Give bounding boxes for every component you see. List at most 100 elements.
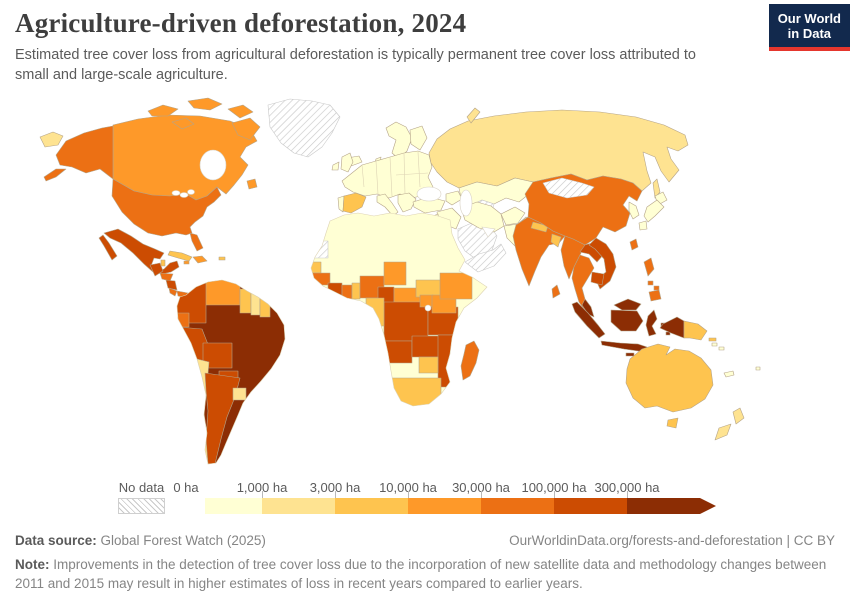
legend-bin-1[interactable] <box>262 498 335 514</box>
country-suriname[interactable] <box>250 292 261 316</box>
nz-south-island[interactable] <box>714 423 732 441</box>
country-mongolia[interactable] <box>542 177 595 199</box>
malaysia-peninsula[interactable] <box>581 298 595 318</box>
country-costa-rica[interactable] <box>168 287 178 297</box>
philippines-visayas[interactable] <box>653 285 660 291</box>
australia-tasmania[interactable] <box>666 417 679 429</box>
country-sierra-leone[interactable] <box>309 284 320 294</box>
owid-url-link[interactable]: OurWorldinData.org/forests-and-deforesta… <box>509 533 783 548</box>
country-zimbabwe[interactable] <box>418 356 439 374</box>
country-solomon-islands[interactable] <box>718 346 725 351</box>
legend-bin-2[interactable] <box>335 498 408 514</box>
territory-french-guiana[interactable] <box>259 296 271 318</box>
arctic-island[interactable] <box>227 104 254 119</box>
region-central-europe[interactable] <box>341 150 434 199</box>
country-cuba[interactable] <box>167 250 193 262</box>
country-chad[interactable] <box>383 261 407 286</box>
island-hispaniola[interactable] <box>192 255 208 264</box>
country-italy[interactable] <box>376 193 399 217</box>
data-source-value: Global Forest Watch (2025) <box>96 533 266 548</box>
country-japan[interactable] <box>638 191 668 231</box>
country-madagascar[interactable] <box>460 340 480 381</box>
note-text: Improvements in the detection of tree co… <box>15 557 827 592</box>
florida[interactable] <box>189 232 204 252</box>
indonesia-sulawesi[interactable] <box>645 309 658 337</box>
country-cambodia[interactable] <box>590 271 605 286</box>
country-afghanistan[interactable] <box>500 206 526 226</box>
country-zambia[interactable] <box>411 335 441 358</box>
legend-bin-6[interactable] <box>627 498 700 514</box>
region-togo-benin[interactable] <box>351 282 361 300</box>
country-belize[interactable] <box>160 259 166 267</box>
country-spain[interactable] <box>342 192 367 214</box>
baffin-island[interactable] <box>231 117 261 141</box>
country-mexico[interactable] <box>103 228 180 275</box>
country-vietnam[interactable] <box>588 237 617 290</box>
country-puerto-rico[interactable] <box>218 256 226 261</box>
japan-kyushu[interactable] <box>638 220 648 231</box>
arctic-island[interactable] <box>147 104 179 117</box>
country-portugal[interactable] <box>337 195 345 213</box>
legend-bin-3[interactable] <box>408 498 481 514</box>
license-badge[interactable]: | CC BY <box>782 533 835 548</box>
legend-tick-label: 30,000 ha <box>452 480 510 495</box>
philippines-mindanao[interactable] <box>648 289 662 302</box>
country-philippines[interactable] <box>643 257 662 302</box>
country-finland[interactable] <box>409 125 428 151</box>
country-australia[interactable] <box>625 343 714 413</box>
country-greenland[interactable] <box>267 98 341 158</box>
country-uruguay[interactable] <box>232 387 247 401</box>
legend-bin-0[interactable] <box>205 498 262 514</box>
russia-sakhalin[interactable] <box>652 178 661 199</box>
country-jamaica[interactable] <box>183 260 190 265</box>
country-angola[interactable] <box>380 340 413 364</box>
country-guatemala[interactable] <box>149 262 164 277</box>
legend-bin-4[interactable] <box>481 498 554 514</box>
legend-bin-5[interactable] <box>554 498 627 514</box>
country-indonesia[interactable] <box>571 301 685 359</box>
country-new-zealand[interactable] <box>714 407 745 441</box>
baja-california[interactable] <box>98 234 118 261</box>
nz-north-island[interactable] <box>732 407 745 425</box>
png-new-britain[interactable] <box>708 337 717 342</box>
indonesia-lesser-sunda[interactable] <box>625 352 635 357</box>
country-senegal[interactable] <box>309 261 322 274</box>
indonesia-kalimantan[interactable] <box>610 309 644 332</box>
russia-novaya-zemlya[interactable] <box>466 107 481 124</box>
country-fiji[interactable] <box>755 366 761 371</box>
country-ireland[interactable] <box>331 161 340 171</box>
region-yemen-oman[interactable] <box>464 243 507 273</box>
country-papua-new-guinea[interactable] <box>683 320 708 341</box>
indonesia-west-papua[interactable] <box>659 316 685 339</box>
indonesia-moluccas[interactable] <box>665 331 671 336</box>
malaysia-borneo[interactable] <box>613 298 642 311</box>
region-caucasus[interactable] <box>445 190 463 206</box>
philippines-luzon[interactable] <box>643 257 655 277</box>
owid-logo[interactable]: Our World in Data <box>768 4 850 51</box>
legend-no-data-swatch[interactable] <box>118 498 165 514</box>
indonesia-sumatra[interactable] <box>571 301 606 339</box>
arctic-island[interactable] <box>187 97 223 111</box>
region-korea[interactable] <box>628 201 640 220</box>
country-drc[interactable] <box>383 301 429 342</box>
chart-subtitle: Estimated tree cover loss from agricultu… <box>15 47 696 83</box>
country-bangladesh[interactable] <box>550 233 562 248</box>
country-nicaragua[interactable] <box>165 279 178 291</box>
japan-honshu[interactable] <box>643 199 665 223</box>
country-solomon-islands[interactable] <box>711 342 718 347</box>
country-usa-alaska[interactable] <box>55 125 114 180</box>
country-sri-lanka[interactable] <box>551 284 561 299</box>
newfoundland[interactable] <box>246 178 258 190</box>
country-canada-group[interactable] <box>112 97 261 201</box>
country-south-africa[interactable] <box>390 377 442 408</box>
philippines-visayas[interactable] <box>647 280 654 286</box>
territory-new-caledonia[interactable] <box>723 370 735 378</box>
country-liberia[interactable] <box>315 289 331 300</box>
aleutian-islands[interactable] <box>43 168 67 182</box>
country-united-kingdom[interactable] <box>340 152 354 173</box>
country-taiwan[interactable] <box>629 238 639 251</box>
arctic-island[interactable] <box>171 117 195 130</box>
russia-chukotka-wrap[interactable] <box>39 131 64 148</box>
region-balkans[interactable] <box>397 192 417 213</box>
country-ethiopia[interactable] <box>439 272 473 300</box>
